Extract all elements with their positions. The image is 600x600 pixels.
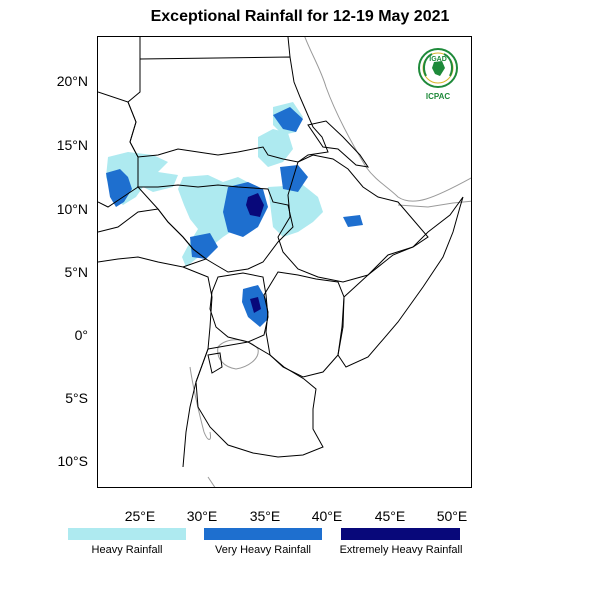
rain-patch-vheavy-ethiopia-e [343, 215, 363, 227]
rain-patch-vheavy-sudan-ne [273, 107, 303, 132]
tanzania-outline [195, 341, 324, 458]
rainfall-layer [106, 102, 363, 327]
logo-caption: ICPAC [425, 92, 451, 101]
legend-swatch-heavy [68, 528, 186, 540]
drc-east-outline [182, 266, 213, 468]
ethiopia-outline [277, 154, 429, 283]
kenya-outline [263, 271, 345, 378]
rain-patch-vheavy-chad-edge [106, 169, 132, 207]
map-canvas [98, 37, 471, 487]
country-borders [98, 37, 464, 468]
legend-label-heavy: Heavy Rainfall [91, 544, 163, 556]
lon-label-45e: 45°E [374, 508, 406, 524]
rain-patch-heavy-ethiopia [268, 185, 323, 237]
legend-label-extreme: Extremely Heavy Rainfall [339, 544, 463, 556]
lon-label-30e: 30°E [186, 508, 218, 524]
uganda-outline [209, 272, 269, 343]
arabia-coast [397, 200, 471, 208]
lat-label-0: 0° [74, 327, 88, 343]
lon-label-35e: 35°E [249, 508, 281, 524]
rain-patch-vheavy-ethiopia-w [280, 165, 308, 192]
legend-swatch-extreme [341, 528, 460, 540]
lon-label-25e: 25°E [124, 508, 156, 524]
legend-swatch-very-heavy [204, 528, 322, 540]
car-outline [98, 208, 208, 268]
lake-tanganyika-outline [189, 366, 211, 440]
rain-patch-extreme-uganda [250, 297, 261, 313]
rain-patch-extreme-ss-eth [246, 193, 264, 217]
lake-malawi-outline [207, 476, 216, 487]
logo-text: IGAD [429, 56, 447, 63]
somalia-outline [337, 196, 464, 368]
lat-label-5s: 5°S [65, 390, 88, 406]
lat-label-10n: 10°N [56, 201, 88, 217]
lat-label-20n: 20°N [56, 73, 88, 89]
map-title: Exceptional Rainfall for 12-19 May 2021 [150, 8, 450, 25]
legend-label-very-heavy: Very Heavy Rainfall [215, 544, 311, 556]
lon-label-40e: 40°E [311, 508, 343, 524]
igad-logo: IGAD [418, 48, 458, 88]
rwanda-burundi-outline [207, 352, 223, 374]
lat-label-10s: 10°S [57, 453, 88, 469]
chad-east-outline [98, 91, 139, 208]
eritrea-outline [307, 120, 370, 168]
lat-label-15n: 15°N [56, 137, 88, 153]
map-frame [97, 36, 472, 488]
egypt-libya-border [139, 37, 291, 59]
lat-label-5n: 5°N [64, 264, 89, 280]
lon-label-50e: 50°E [436, 508, 468, 524]
rain-patch-heavy-east-sudan [258, 129, 293, 167]
